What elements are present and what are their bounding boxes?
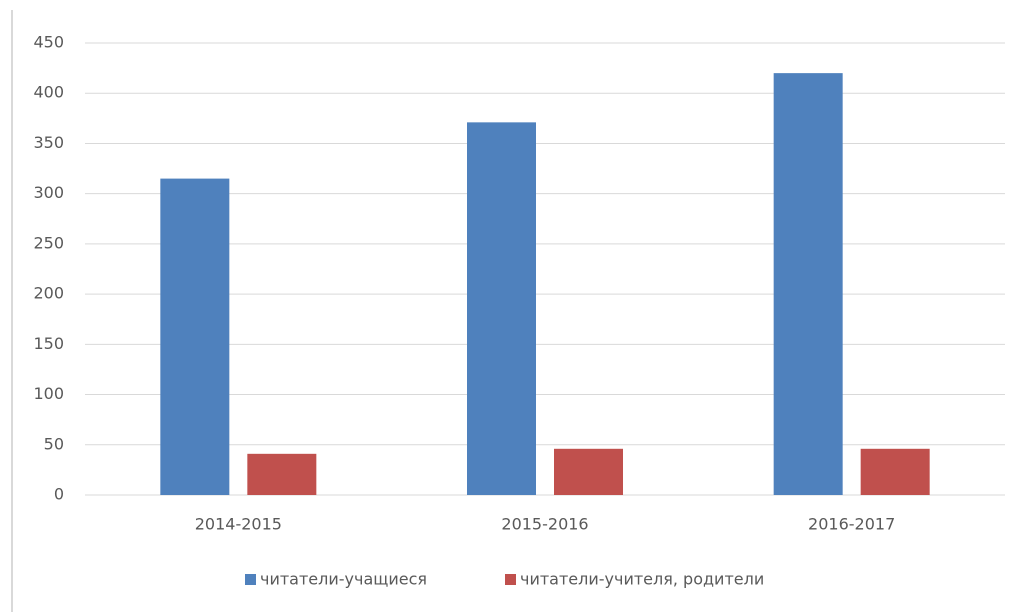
y-tick-label: 350 — [33, 133, 64, 152]
y-tick-label: 100 — [33, 384, 64, 403]
legend-swatch — [245, 574, 256, 585]
x-tick-label: 2015-2016 — [501, 515, 588, 534]
bar — [160, 178, 230, 495]
x-tick-label: 2016-2017 — [808, 515, 895, 534]
x-tick-label: 2014-2015 — [195, 515, 282, 534]
bar — [773, 73, 843, 495]
y-tick-label: 300 — [33, 183, 64, 202]
y-tick-label: 450 — [33, 33, 64, 52]
y-tick-label: 50 — [44, 434, 64, 453]
bar — [247, 453, 317, 495]
legend-swatch — [505, 574, 516, 585]
y-tick-label: 0 — [54, 485, 64, 504]
y-tick-label: 250 — [33, 233, 64, 252]
y-tick-label: 200 — [33, 284, 64, 303]
legend-label: читатели-учителя, родители — [520, 570, 764, 589]
bar — [860, 448, 930, 495]
bar — [554, 448, 623, 495]
y-tick-label: 150 — [33, 334, 64, 353]
bar — [467, 122, 536, 496]
legend-label: читатели-учащиеся — [260, 570, 427, 589]
y-tick-label: 400 — [33, 83, 64, 102]
